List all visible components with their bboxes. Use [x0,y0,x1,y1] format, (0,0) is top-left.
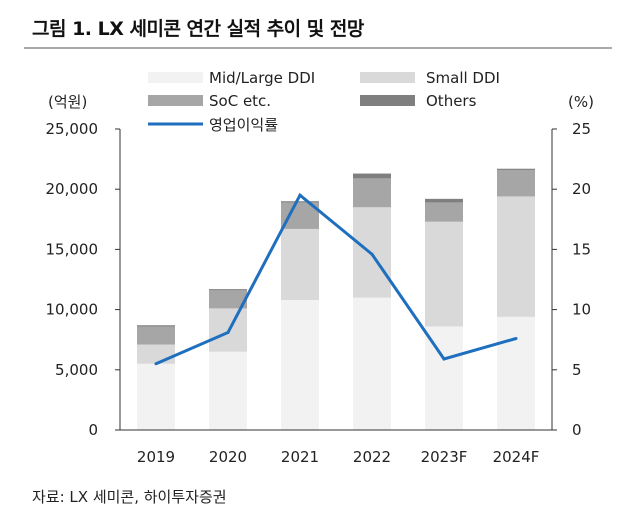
y-left-tick-label: 25,000 [46,120,99,138]
bar-mid-large-ddi-2024f [497,316,535,430]
x-tick-label: 2024F [493,448,540,466]
title-divider [24,47,612,49]
bar-soc-etc--2024f [497,169,535,197]
y-left-unit: (억원) [48,93,87,111]
bar-others-2022 [353,173,391,179]
y-left-tick-label: 5,000 [55,361,98,379]
legend-swatch-1 [360,72,415,83]
source-note: 자료: LX 세미콘, 하이투자증권 [32,488,227,506]
operating-margin-point [154,362,158,366]
y-right-unit: (%) [568,93,594,111]
legend: Mid/Large DDI Small DDI SoC etc. Others 영업이익… [148,69,500,134]
bar-small-ddi-2024f [497,196,535,317]
legend-label: SoC etc. [209,92,271,110]
bar-others-2020 [209,289,247,291]
line-layer [154,192,518,366]
legend-label: Small DDI [426,69,500,87]
bar-mid-large-ddi-2022 [353,297,391,430]
bar-soc-etc--2023f [425,202,463,222]
legend-swatch-3 [360,95,415,106]
y-right-tick-label: 10 [572,301,591,319]
bar-small-ddi-2021 [281,228,319,300]
x-tick-label: 2020 [209,448,247,466]
operating-margin-point [298,193,302,197]
legend-swatch-2 [148,95,203,106]
y-left-tick-label: 20,000 [46,180,99,198]
x-tick-label: 2021 [281,448,319,466]
legend-swatch-0 [148,72,203,83]
y-left-tick-label: 10,000 [46,301,99,319]
x-tick-label: 2019 [137,448,175,466]
operating-margin-point [442,357,446,361]
y-right-tick-label: 15 [572,240,591,258]
operating-margin-point [226,330,230,334]
bar-mid-large-ddi-2019 [137,363,175,430]
operating-margin-point [514,336,518,340]
x-tick-label: 2022 [353,448,391,466]
bar-mid-large-ddi-2021 [281,299,319,430]
legend-label-line: 영업이익률 [209,116,278,134]
y-right-tick-label: 25 [572,120,591,138]
bars [137,168,535,430]
bar-small-ddi-2023f [425,221,463,327]
axes: 0 5,000 10,000 15,000 20,000 25,000 0 5 10 15 20 25… [46,120,592,466]
bar-others-2024f [497,168,535,170]
y-right-tick-label: 0 [572,421,582,439]
chart-title: 그림 1. LX 세미콘 연간 실적 추이 및 전망 [32,18,364,40]
y-left-tick-label: 15,000 [46,240,99,258]
bar-soc-etc--2020 [209,290,247,309]
bar-mid-large-ddi-2023f [425,326,463,430]
operating-margin-point [370,252,374,256]
bar-others-2019 [137,325,175,327]
legend-label: Mid/Large DDI [209,69,315,87]
bar-mid-large-ddi-2020 [209,351,247,430]
y-right-tick-label: 5 [572,361,582,379]
bar-soc-etc--2019 [137,326,175,345]
legend-label: Others [426,92,477,110]
x-tick-label: 2023F [421,448,468,466]
bar-soc-etc--2022 [353,178,391,208]
y-left-tick-label: 0 [88,421,98,439]
bar-others-2021 [281,201,319,203]
operating-margin-line [155,192,517,366]
bar-small-ddi-2019 [137,344,175,364]
bar-others-2023f [425,198,463,203]
y-right-tick-label: 20 [572,180,591,198]
